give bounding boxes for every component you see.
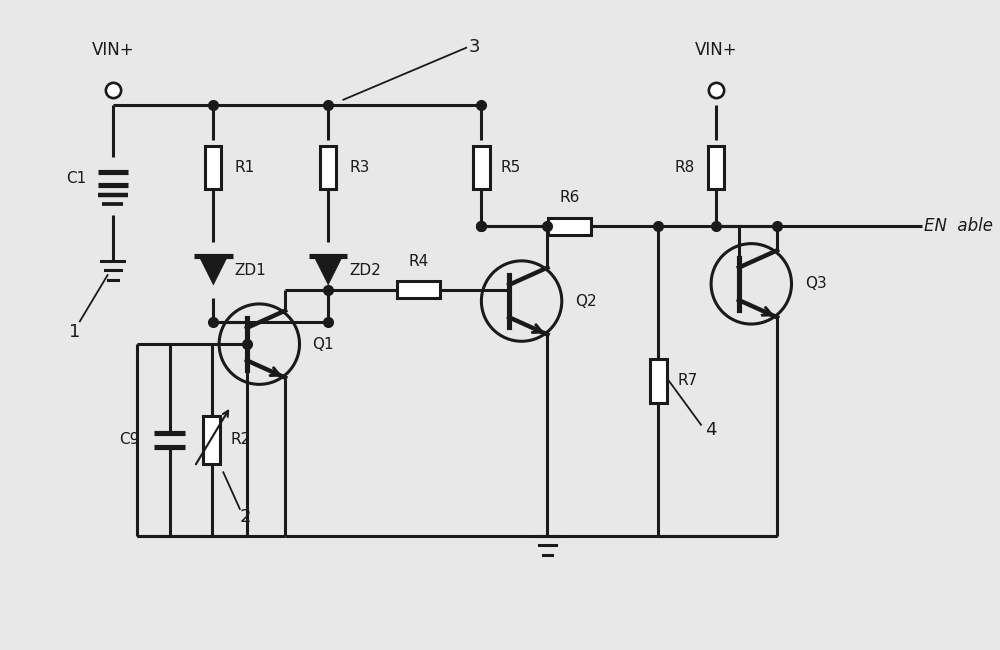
Text: R6: R6	[560, 190, 580, 205]
Text: VIN+: VIN+	[92, 41, 134, 59]
Text: C1: C1	[66, 171, 86, 186]
Text: Q1: Q1	[312, 337, 334, 352]
Bar	[320, 146, 336, 188]
Text: VIN+: VIN+	[695, 41, 737, 59]
Bar	[708, 146, 724, 188]
Text: Q2: Q2	[575, 294, 597, 309]
Polygon shape	[314, 256, 343, 285]
Bar	[397, 281, 440, 298]
Text: EN  able: EN able	[924, 217, 993, 235]
Text: 4: 4	[705, 421, 717, 439]
Text: C9: C9	[119, 432, 139, 447]
Bar	[473, 146, 490, 188]
Text: R1: R1	[234, 159, 255, 175]
Text: ZD1: ZD1	[234, 263, 266, 278]
Polygon shape	[199, 256, 228, 285]
Text: R3: R3	[349, 159, 370, 175]
Text: 1: 1	[69, 322, 80, 341]
Text: 2: 2	[239, 508, 251, 526]
Bar	[548, 218, 591, 235]
Text: Q3: Q3	[805, 276, 827, 291]
Text: R8: R8	[675, 159, 695, 175]
Bar	[205, 146, 221, 188]
Text: R5: R5	[501, 159, 521, 175]
Text: R7: R7	[678, 374, 698, 389]
Bar	[650, 359, 667, 402]
Text: ZD2: ZD2	[349, 263, 381, 278]
Bar	[203, 416, 220, 464]
Text: R2: R2	[231, 432, 251, 447]
Text: R4: R4	[409, 254, 429, 268]
Text: 3: 3	[469, 38, 480, 57]
